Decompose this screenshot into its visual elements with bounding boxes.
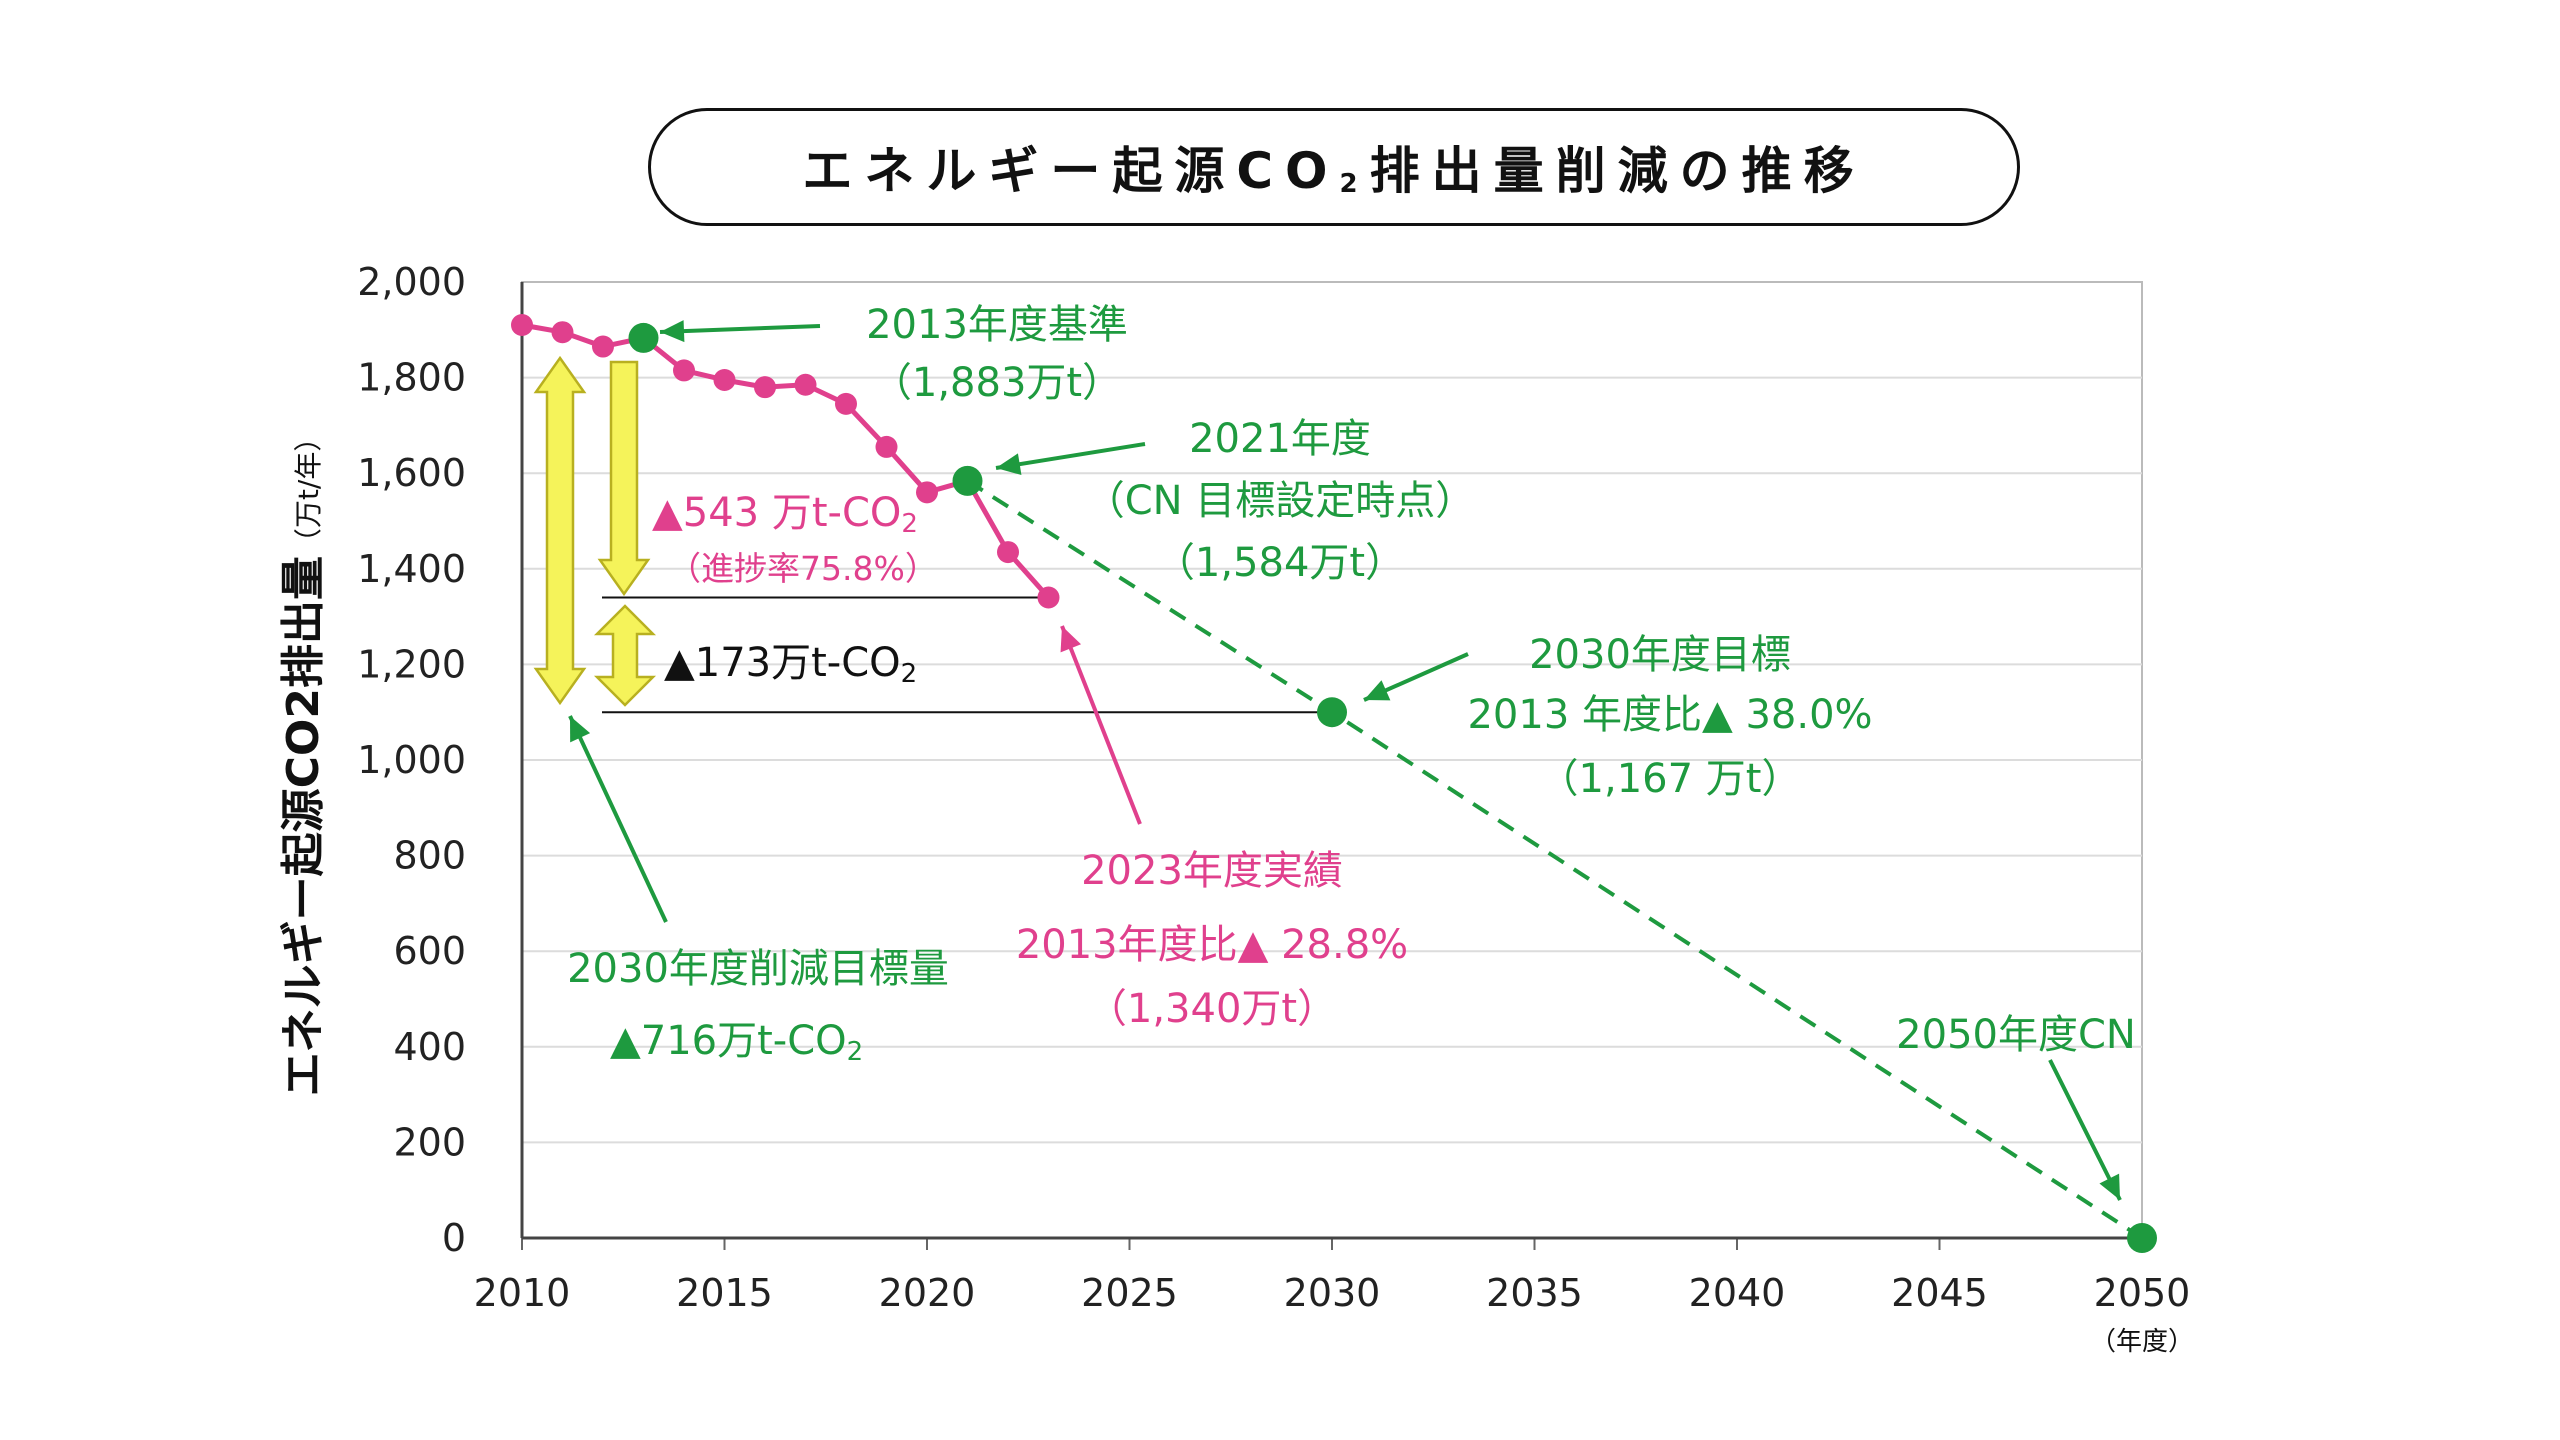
x-tick-label: 2015 bbox=[676, 1271, 773, 1315]
pointer-2050-head bbox=[2099, 1173, 2120, 1200]
annotation-cn-2050: 2050年度CN bbox=[1896, 1012, 2136, 1058]
pointer-2023 bbox=[1060, 625, 1142, 825]
y-tick-label: 800 bbox=[393, 834, 466, 878]
annotation-actual-2023-line2: 2013年度比▲ 28.8% bbox=[1016, 922, 1408, 968]
annotation-progress-rate: （進捗率75.8%） bbox=[668, 549, 938, 588]
pointer-2023-head bbox=[1060, 626, 1082, 653]
annotation-target-2030-line3: （1,167 万t） bbox=[1539, 756, 1802, 802]
annotation-base-2013-line1: 2013年度基準 bbox=[866, 302, 1128, 348]
annotation-reduction-line2-subscript: 2 bbox=[847, 1037, 864, 1067]
remaining-arrow bbox=[593, 604, 657, 707]
annotation-actual-2023-line3: （1,340万t） bbox=[1087, 986, 1337, 1032]
y-tick-label: 1,200 bbox=[357, 642, 466, 686]
x-tick-label: 2030 bbox=[1284, 1271, 1381, 1315]
y-tick-label: 200 bbox=[393, 1120, 466, 1164]
y-tick-label: 0 bbox=[442, 1216, 466, 1260]
pointer-2013 bbox=[659, 324, 821, 334]
pointer-2021-head bbox=[996, 453, 1022, 476]
x-tick-label: 2010 bbox=[474, 1271, 571, 1315]
x-tick-label: 2050 bbox=[2094, 1271, 2191, 1315]
pointer-2013-head bbox=[660, 320, 685, 343]
annotation-target-2030-line2: 2013 年度比▲ 38.0% bbox=[1467, 692, 1872, 738]
x-tick-label: 2025 bbox=[1081, 1271, 1178, 1315]
y-tick-label: 400 bbox=[393, 1025, 466, 1069]
actual-point bbox=[794, 373, 817, 396]
actual-point bbox=[916, 481, 938, 504]
x-tick-label: 2040 bbox=[1689, 1271, 1786, 1315]
actual-point bbox=[673, 359, 695, 382]
actual-point bbox=[713, 368, 736, 391]
x-tick-label: 2035 bbox=[1486, 1271, 1583, 1315]
actual-point bbox=[875, 435, 898, 458]
annotation-base-2013-line2: （1,883万t） bbox=[872, 360, 1122, 406]
pointer-2030-head bbox=[1364, 680, 1391, 701]
x-tick-label: 2020 bbox=[879, 1271, 976, 1315]
target-point bbox=[628, 322, 659, 353]
x-tick-label: 2045 bbox=[1891, 1271, 1988, 1315]
y-tick-label: 1,600 bbox=[357, 451, 466, 495]
actual-point bbox=[511, 314, 533, 337]
annotation-reduction-line1: 2030年度削減目標量 bbox=[567, 946, 949, 992]
target-point bbox=[952, 465, 983, 496]
annotation-reduced-subscript: 2 bbox=[901, 509, 918, 539]
y-tick-label: 1,400 bbox=[357, 547, 466, 591]
y-tick-label: 600 bbox=[393, 929, 466, 973]
pointer-reduction-head bbox=[570, 716, 591, 743]
annotation-actual-2023-line1: 2023年度実績 bbox=[1081, 848, 1343, 894]
y-axis-label: エネルギー起源CO2排出量（万t/年） bbox=[278, 424, 329, 1097]
annotation-cn-2021-line2: （CN 目標設定時点） bbox=[1085, 478, 1476, 524]
x-axis-unit: （年度） bbox=[2090, 1327, 2194, 1357]
y-tick-label: 1,000 bbox=[357, 738, 466, 782]
chart-title-box: エネルギー起源CO2排出量削減の推移 bbox=[648, 108, 2020, 226]
y-tick-label: 1,800 bbox=[357, 356, 466, 400]
pointer-reduction bbox=[568, 715, 668, 923]
annotation-reduction-line2: ▲716万t-CO2 bbox=[610, 1018, 863, 1067]
target-point bbox=[1317, 697, 1347, 728]
chart-title: エネルギー起源CO2排出量削減の推移 bbox=[802, 142, 1866, 200]
pointer-2021 bbox=[995, 442, 1146, 470]
actual-point bbox=[835, 392, 857, 415]
annotation-remaining-subscript: 2 bbox=[901, 659, 918, 689]
y-axis-unit: （万t/年） bbox=[292, 424, 325, 556]
annotation-remaining: ▲173万t-CO2 bbox=[664, 640, 917, 689]
actual-point bbox=[551, 321, 574, 344]
actual-point bbox=[754, 376, 776, 399]
y-tick-label: 2,000 bbox=[357, 260, 466, 304]
annotation-cn-2021-line1: 2021年度 bbox=[1189, 416, 1371, 462]
reduced-arrow bbox=[597, 360, 651, 597]
annotation-cn-2021-line3: （1,584万t） bbox=[1155, 540, 1405, 586]
annotation-target-2030-line1: 2030年度目標 bbox=[1529, 632, 1791, 678]
actual-point bbox=[997, 541, 1019, 564]
actual-point bbox=[1037, 586, 1060, 609]
total-reduction-arrow bbox=[533, 355, 587, 706]
target-point bbox=[2127, 1223, 2157, 1253]
annotation-reduced: ▲543 万t-CO2 bbox=[652, 490, 918, 539]
actual-point bbox=[592, 335, 614, 358]
pointer-2050 bbox=[2048, 1059, 2122, 1201]
